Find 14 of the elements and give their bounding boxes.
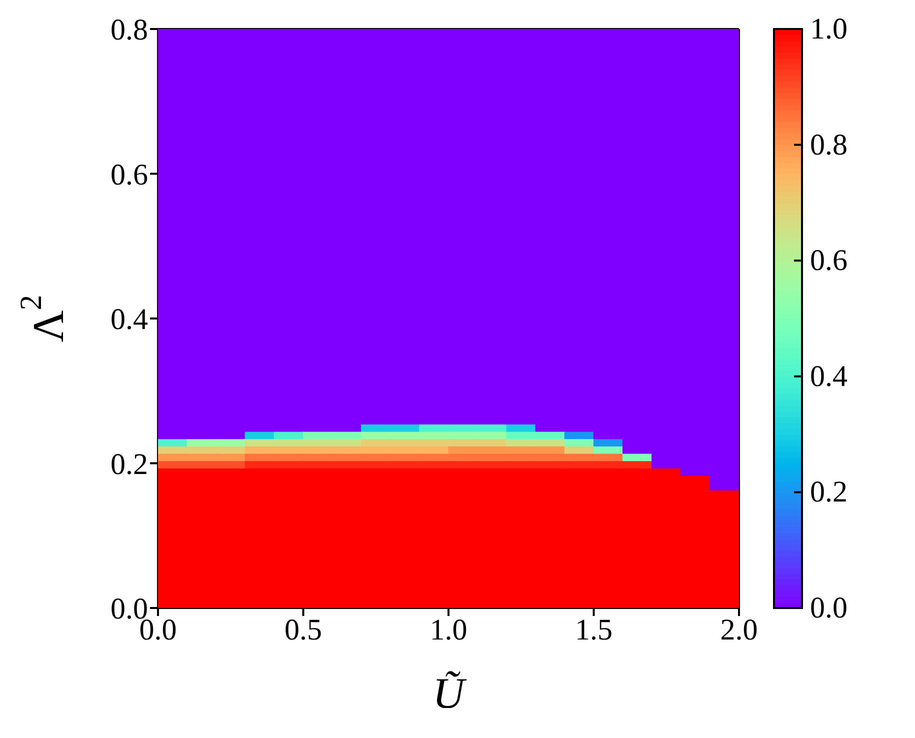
color-bar-label: 0.2 [810,476,848,509]
y-tick-label: 0.6 [110,158,148,192]
color-bar-label: 0.4 [810,360,848,393]
x-tick-label: 0.5 [284,613,322,646]
y-tick-label: 0.2 [110,448,148,481]
y-tick-label: 0.8 [110,14,148,47]
x-tick-label: 1.5 [575,613,612,646]
y-tick-label: 0.4 [110,303,148,336]
x-tick-label: 2.0 [720,613,758,646]
color-bar-label: 0.8 [810,128,848,162]
color-bar-label: 0.6 [810,244,848,278]
color-bar-label: 0.0 [810,592,848,624]
x-tick-label: 1.0 [430,613,468,646]
color-bar-label: 1.0 [810,12,848,46]
